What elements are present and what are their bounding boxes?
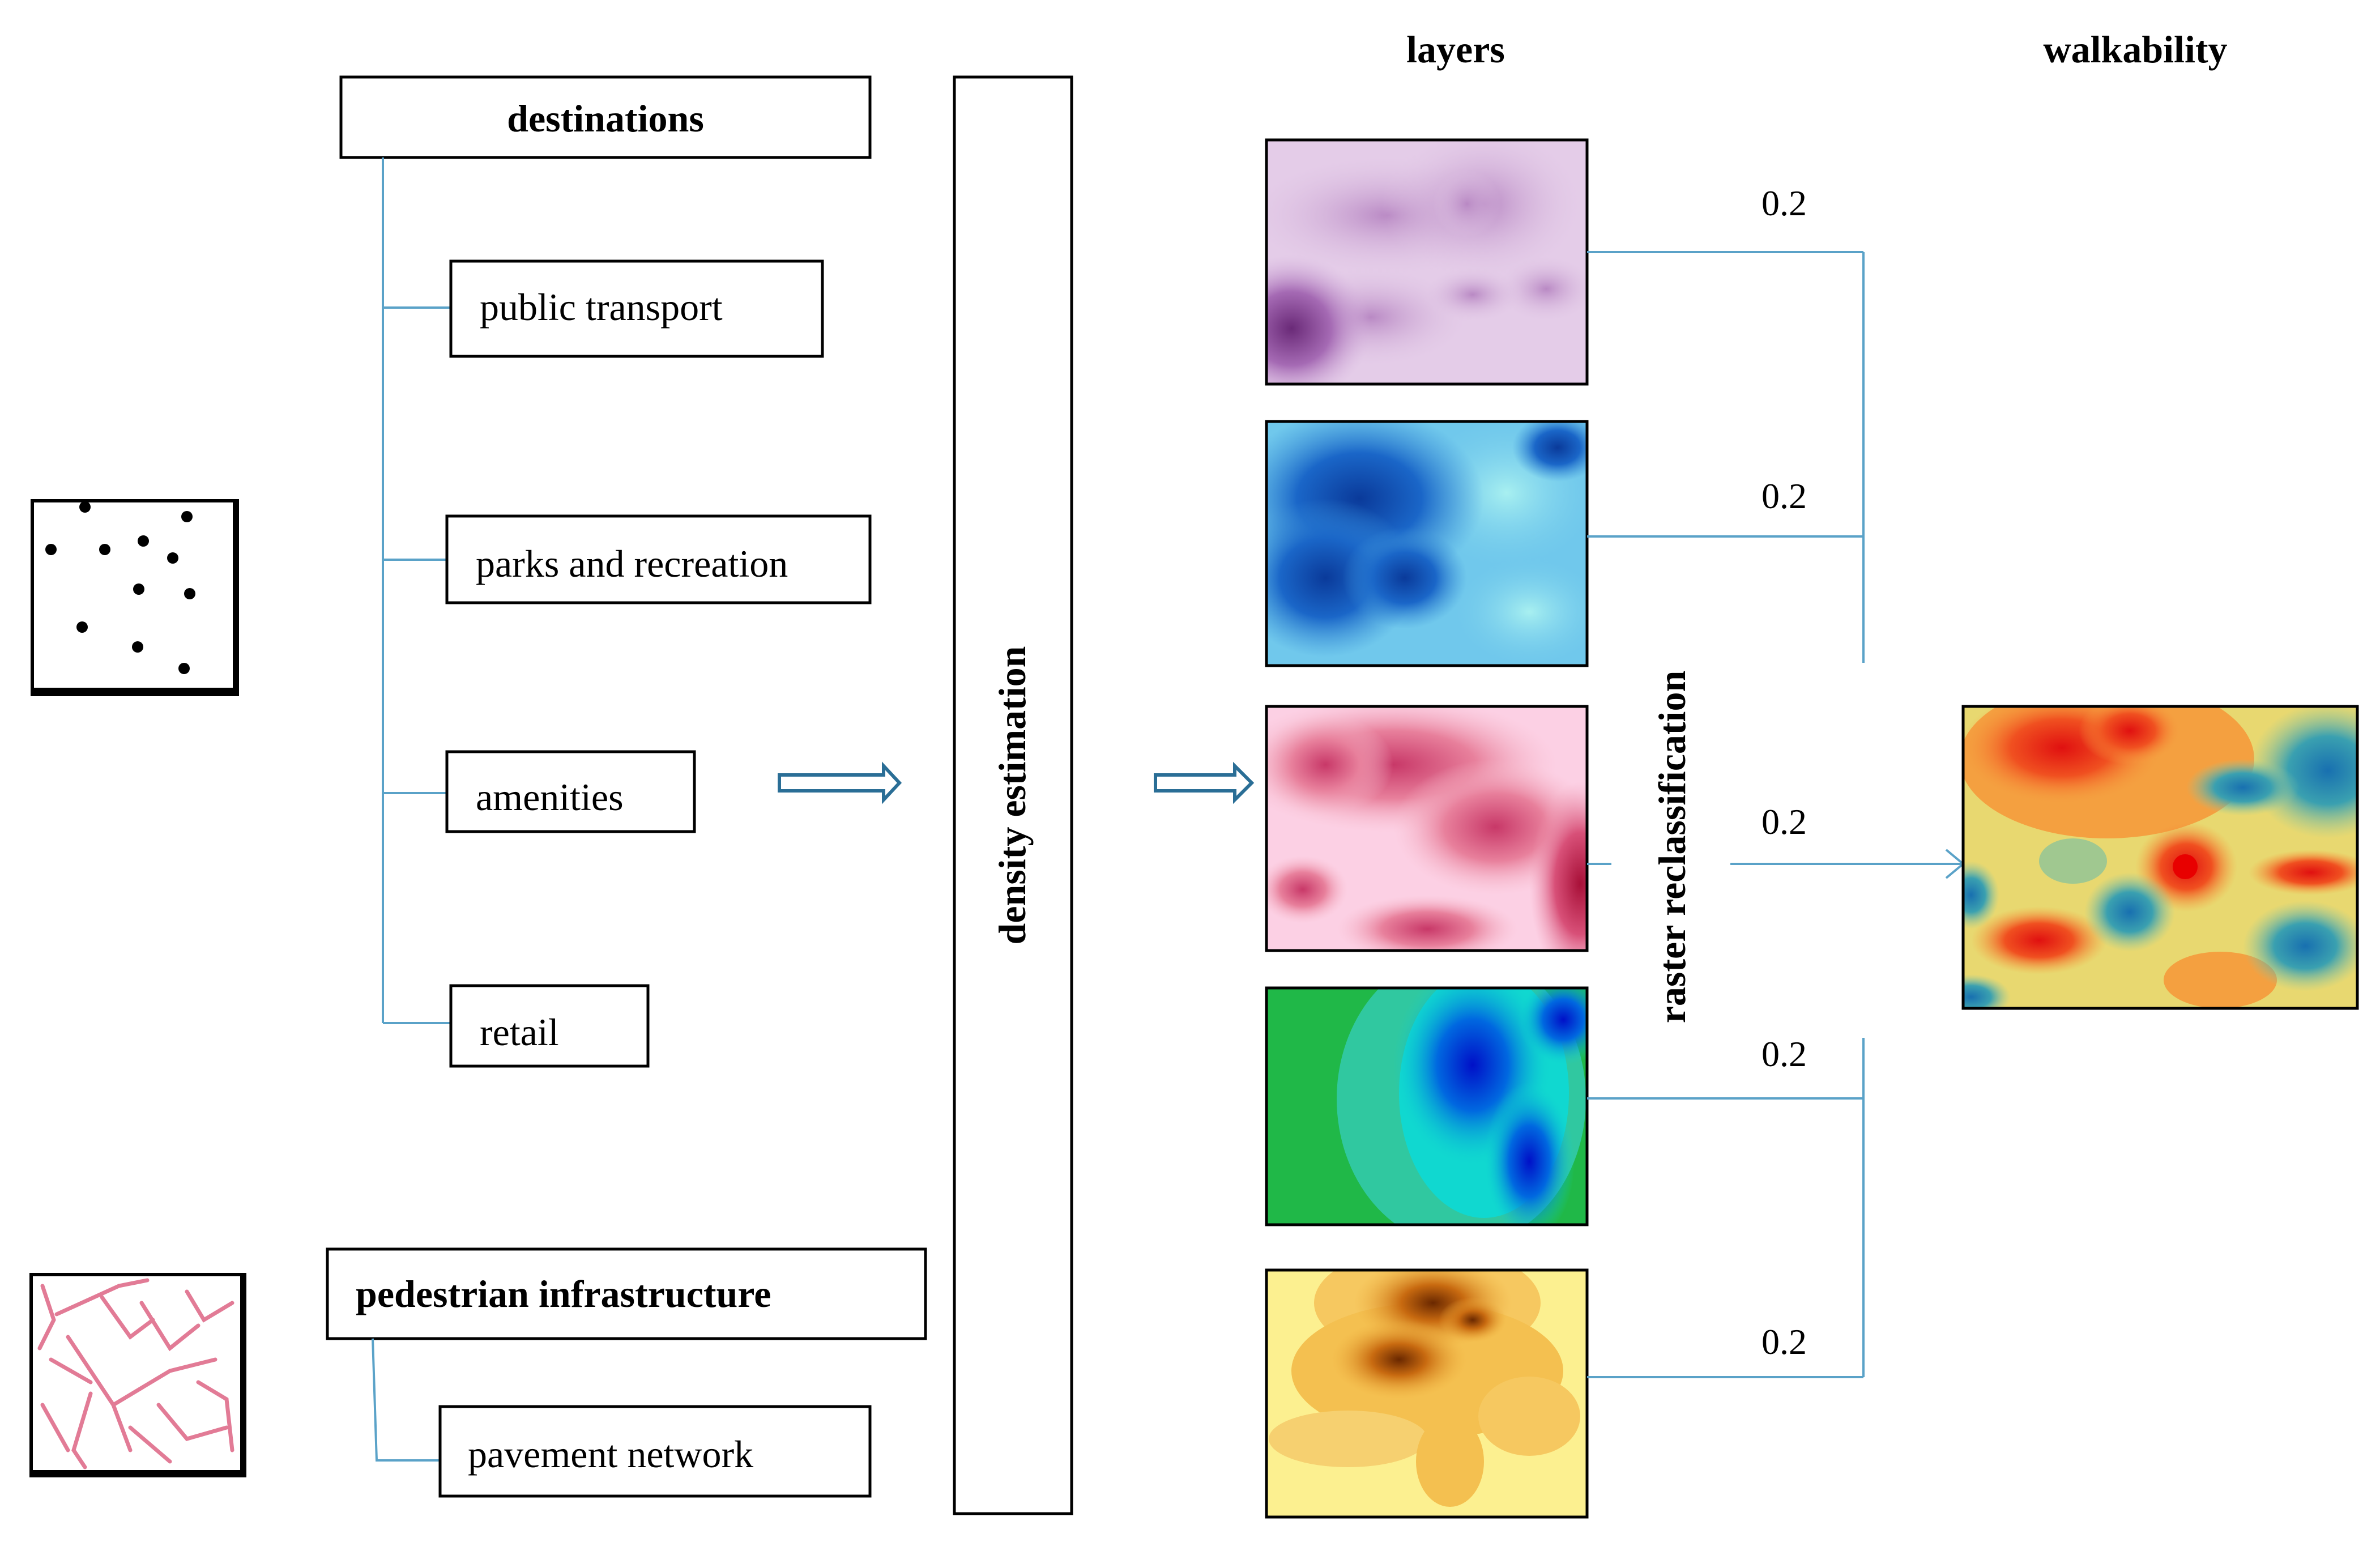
amenities-box — [445, 750, 696, 833]
weights-connectors — [1587, 251, 1961, 1378]
public-transport-label: public transport — [480, 286, 723, 329]
parks-and-recreation-label: parks and recreation — [476, 542, 788, 585]
retail-box — [449, 984, 650, 1068]
pedestrian-group: pedestrian infrastructure pavement netwo… — [326, 1247, 927, 1498]
parks-and-recreation-box — [445, 514, 872, 604]
destinations-point-icon — [31, 499, 239, 696]
arrow-to-density-estimation — [778, 761, 902, 804]
pedestrian-infrastructure-title: pedestrian infrastructure — [356, 1272, 771, 1315]
layer-amenities-map — [1265, 705, 1589, 952]
destinations-connectors — [382, 157, 451, 1024]
weight-label: 0.2 — [1761, 183, 1807, 223]
density-estimation-box — [953, 75, 1073, 1515]
amenities-label: amenities — [476, 776, 624, 819]
density-estimation-label: density estimation — [991, 646, 1034, 945]
retail-label: retail — [480, 1011, 559, 1054]
layer-parks-map — [1265, 420, 1589, 667]
pedestrian-infrastructure-box — [326, 1247, 927, 1340]
destinations-title: destinations — [507, 97, 704, 140]
layer-pavement-network-map — [1265, 1268, 1589, 1519]
weight-label: 0.2 — [1761, 802, 1807, 842]
layers-header: layers — [1406, 28, 1505, 71]
walkability-map — [1961, 705, 2359, 1010]
destinations-group: destinations public transport parks and … — [339, 75, 872, 1068]
weight-label: 0.2 — [1761, 1322, 1807, 1362]
layer-public-transport-map — [1265, 138, 1589, 386]
destinations-box — [339, 75, 872, 159]
weight-label: 0.2 — [1761, 1034, 1807, 1074]
weight-label: 0.2 — [1761, 476, 1807, 516]
raster-reclassification-label: raster reclassification — [1650, 671, 1694, 1024]
pedestrian-connector — [372, 1338, 440, 1462]
arrow-to-layers — [1154, 761, 1255, 804]
street-network-icon — [29, 1273, 246, 1477]
pavement-network-box — [438, 1405, 872, 1498]
walkability-header: walkability — [2044, 28, 2228, 71]
layer-retail-map — [1265, 986, 1589, 1226]
pavement-network-label: pavement network — [468, 1433, 753, 1476]
public-transport-box — [449, 259, 824, 358]
